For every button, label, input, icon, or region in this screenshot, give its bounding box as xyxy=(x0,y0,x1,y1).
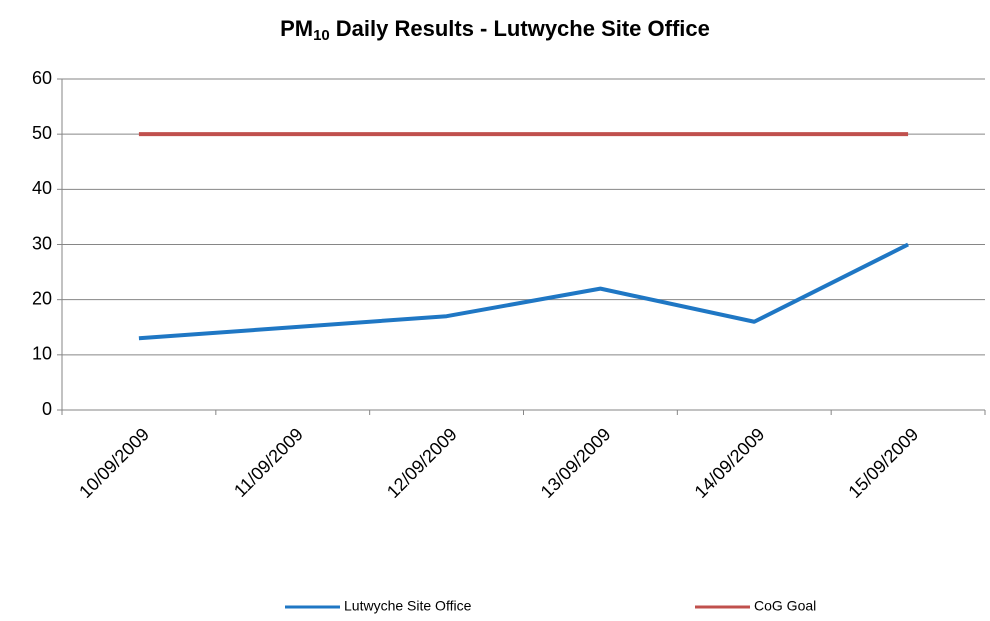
series-line xyxy=(138,242,909,341)
x-tick-label: 15/09/2009 xyxy=(844,424,922,502)
title-subscript: 10 xyxy=(313,27,330,44)
y-tick-label: 0 xyxy=(42,399,52,419)
x-tick-label: 11/09/2009 xyxy=(230,424,307,501)
x-tick-label: 10/09/2009 xyxy=(75,424,153,502)
legend-label: CoG Goal xyxy=(754,598,816,614)
y-tick-label: 30 xyxy=(32,233,52,253)
y-tick-label: 50 xyxy=(32,123,52,143)
y-tick-label: 10 xyxy=(32,344,52,364)
title-main: PM xyxy=(280,16,313,41)
y-tick-label: 20 xyxy=(32,288,52,308)
y-tick-label: 40 xyxy=(32,178,52,198)
x-tick-label: 12/09/2009 xyxy=(383,424,461,502)
title-rest: Daily Results - Lutwyche Site Office xyxy=(336,16,710,41)
x-tick-label: 13/09/2009 xyxy=(537,424,615,502)
legend-label: Lutwyche Site Office xyxy=(344,598,472,614)
x-tick-label: 14/09/2009 xyxy=(691,424,769,502)
y-tick-label: 60 xyxy=(32,68,52,88)
chart-title: PM10 Daily Results - Lutwyche Site Office xyxy=(280,16,710,44)
